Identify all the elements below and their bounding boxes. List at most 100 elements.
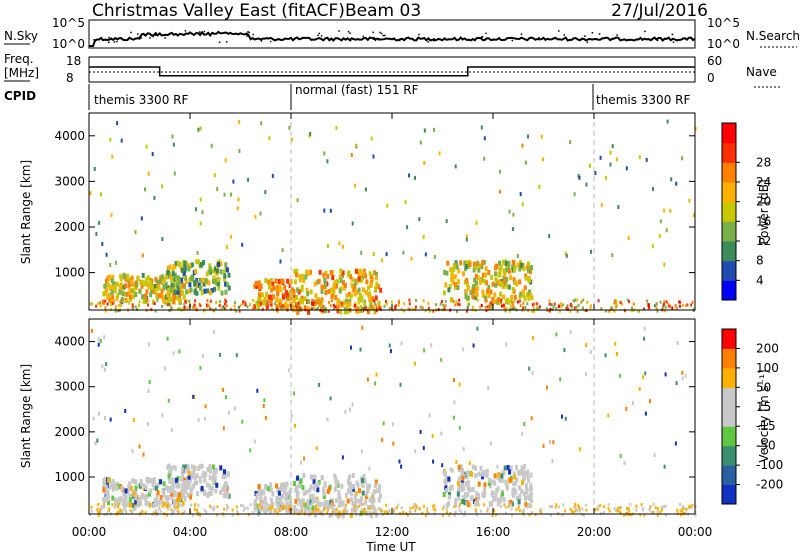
echo-cell xyxy=(154,277,158,282)
echo-cell xyxy=(189,488,193,493)
echo-cell xyxy=(487,385,490,390)
echo-cell xyxy=(327,508,330,512)
echo-cell xyxy=(463,510,466,514)
echo-cell xyxy=(309,474,313,480)
echo-cell xyxy=(686,303,689,307)
echo-cell xyxy=(224,302,226,306)
echo-cell xyxy=(449,467,452,472)
echo-cell xyxy=(215,482,219,488)
echo-cell xyxy=(453,505,456,509)
echo-cell xyxy=(172,464,175,469)
echo-cell xyxy=(339,309,342,315)
echo-cell xyxy=(319,511,322,515)
echo-cell xyxy=(565,253,568,258)
echo-cell xyxy=(255,300,259,306)
echo-cell xyxy=(297,497,300,503)
echo-cell xyxy=(513,264,517,270)
echo-cell xyxy=(443,269,447,275)
echo-cell xyxy=(199,464,202,470)
echo-cell xyxy=(325,511,328,515)
echo-cell xyxy=(113,482,117,488)
echo-cell xyxy=(178,307,181,311)
echo-cell xyxy=(160,499,164,505)
echo-cell xyxy=(186,480,190,485)
echo-cell xyxy=(238,119,241,124)
echo-cell xyxy=(320,284,324,290)
echo-cell xyxy=(126,275,130,281)
echo-cell xyxy=(220,306,223,310)
echo-cell xyxy=(195,259,199,265)
echo-cell xyxy=(161,278,165,284)
noise-dot xyxy=(656,39,659,42)
echo-cell xyxy=(651,244,654,249)
echo-cell xyxy=(118,289,122,295)
echo-cell xyxy=(674,304,677,307)
echo-cell xyxy=(132,478,136,484)
echo-cell xyxy=(289,279,293,285)
cpid-segment-1: themis 3300 RF xyxy=(94,93,188,107)
echo-cell xyxy=(107,507,110,511)
echo-cell xyxy=(483,492,487,498)
echo-cell xyxy=(432,309,435,313)
echo-cell xyxy=(691,503,694,507)
echo-cell xyxy=(165,485,168,491)
echo-cell xyxy=(336,279,339,285)
echo-cell xyxy=(526,472,529,478)
x-axis-label: Time UT xyxy=(365,540,416,554)
echo-cell xyxy=(325,503,329,509)
echo-cell xyxy=(532,306,535,310)
echo-cell xyxy=(320,288,324,294)
echo-cell xyxy=(522,266,526,272)
echo-cell xyxy=(322,502,326,508)
echo-cell xyxy=(297,289,301,295)
echo-cell xyxy=(444,304,447,308)
echo-cell xyxy=(275,496,279,502)
echo-cell xyxy=(301,485,305,490)
echo-cell xyxy=(298,298,302,304)
echo-cell xyxy=(203,508,206,512)
echo-cell xyxy=(643,326,646,331)
echo-cell xyxy=(517,506,520,510)
echo-cell xyxy=(440,300,443,304)
echo-cell xyxy=(505,297,509,303)
echo-cell xyxy=(440,431,443,436)
echo-cell xyxy=(531,511,533,515)
echo-cell xyxy=(286,510,289,514)
echo-cell xyxy=(166,486,170,491)
echo-cell xyxy=(682,505,684,508)
echo-cell xyxy=(339,302,343,308)
echo-cell xyxy=(170,488,174,494)
echo-cell xyxy=(348,487,351,493)
echo-cell xyxy=(177,278,181,284)
echo-cell xyxy=(664,372,667,377)
echo-cell xyxy=(427,306,430,310)
noise-dot xyxy=(155,34,157,36)
echo-cell xyxy=(419,429,422,434)
echo-cell xyxy=(198,277,202,283)
echo-cell xyxy=(105,496,109,502)
echo-cell xyxy=(476,286,479,291)
echo-cell xyxy=(160,288,164,294)
echo-cell xyxy=(364,290,368,295)
echo-cell xyxy=(183,284,186,289)
echo-cell xyxy=(460,486,463,492)
echo-cell xyxy=(276,309,279,313)
noise-dot xyxy=(373,36,375,39)
echo-cell xyxy=(166,513,169,517)
echo-cell xyxy=(472,284,476,290)
echo-cell xyxy=(280,307,283,311)
echo-cell xyxy=(533,302,536,306)
echo-cell xyxy=(154,309,157,313)
echo-cell xyxy=(223,507,226,511)
echo-cell xyxy=(491,479,495,485)
echo-cell xyxy=(333,486,337,492)
noise-dot xyxy=(320,35,323,37)
echo-cell xyxy=(202,277,206,283)
echo-cell xyxy=(490,304,492,308)
colorbar-segment xyxy=(722,329,736,349)
echo-cell xyxy=(520,465,524,471)
noise-right-tick-bottom: 10^0 xyxy=(707,37,740,51)
echo-cell xyxy=(471,305,474,309)
echo-cell xyxy=(349,274,352,280)
echo-cell xyxy=(443,307,446,311)
